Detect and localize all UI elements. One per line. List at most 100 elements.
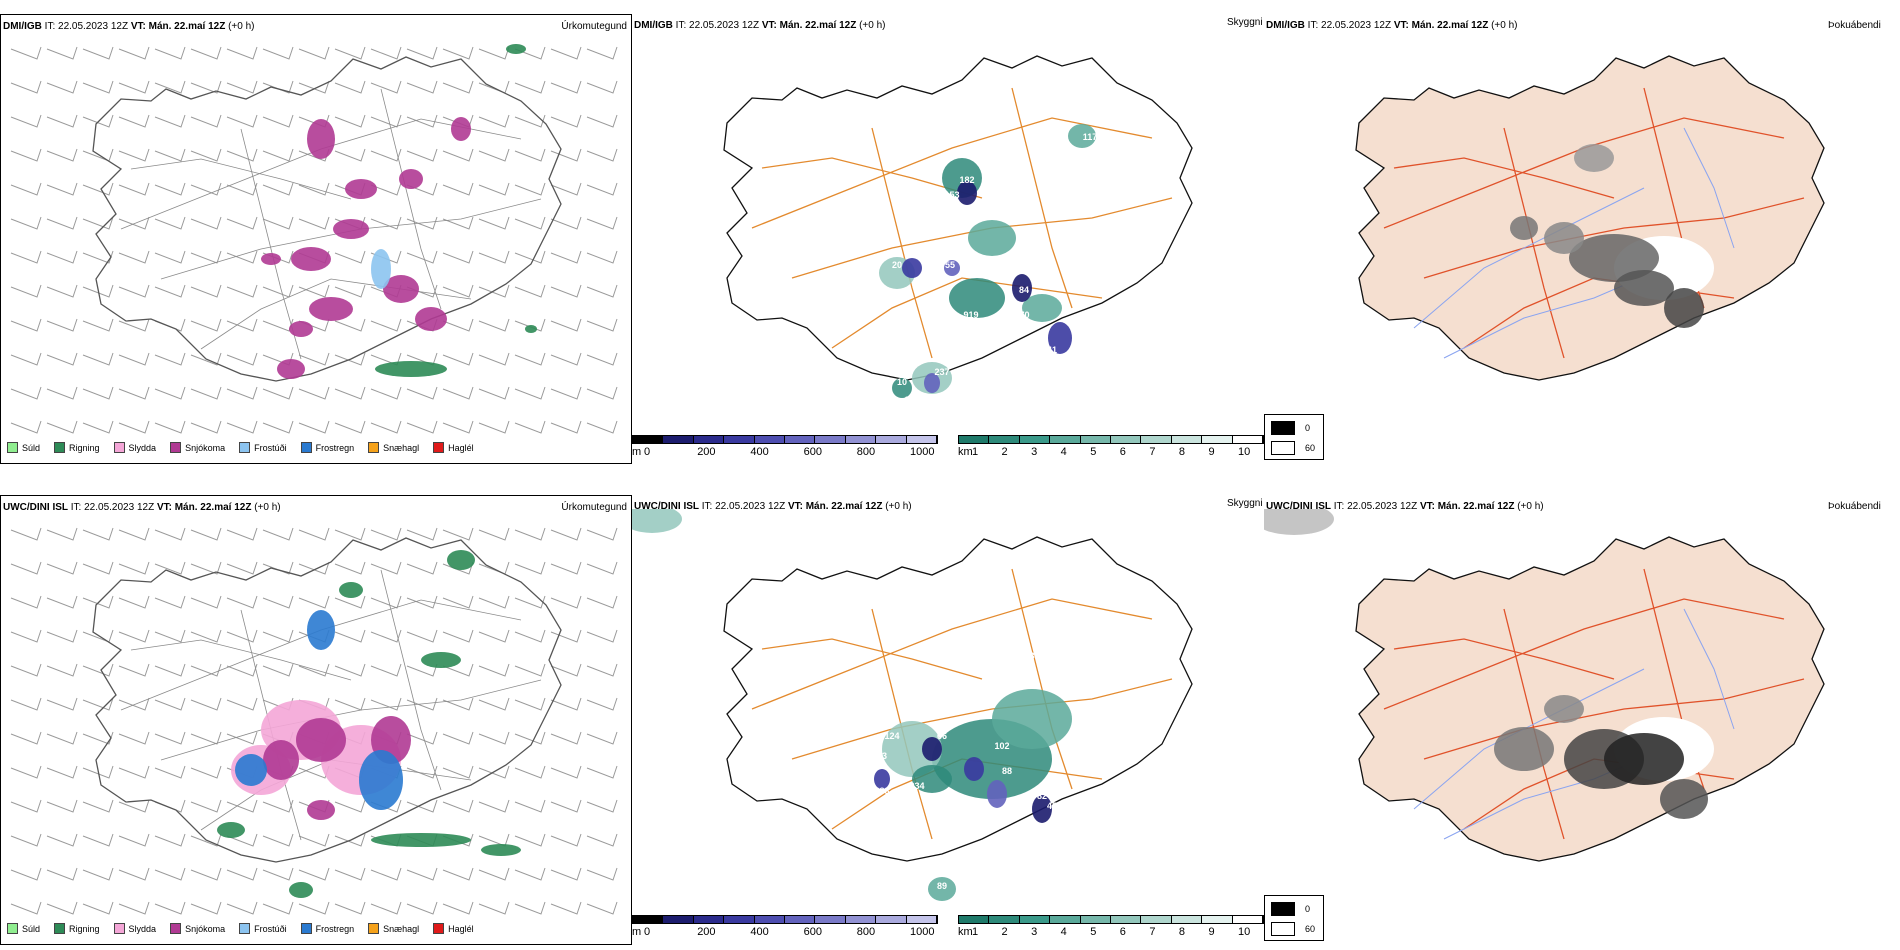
visibility-area	[928, 877, 956, 901]
legend-swatch	[433, 442, 445, 453]
wind-barb-icon	[298, 833, 330, 847]
wind-barb-icon	[406, 867, 438, 881]
legend-label: Súld	[22, 923, 41, 934]
wind-barb-icon	[262, 420, 294, 434]
wind-barb-icon	[82, 799, 114, 813]
fog-panel-dmi: DMI/IGB IT: 22.05.2023 12Z VT: Mán. 22.m…	[1264, 14, 1900, 464]
wind-barb-icon	[46, 80, 78, 94]
snow-area	[333, 219, 369, 239]
wind-barb-icon	[514, 352, 546, 366]
wind-barb-icon	[10, 318, 42, 332]
wind-barb-icon	[550, 182, 582, 196]
wind-barb-icon	[298, 80, 330, 94]
wind-barb-icon	[298, 216, 330, 230]
colorbar-tick-label: 600	[803, 926, 822, 938]
wind-barb-icon	[82, 182, 114, 196]
wind-barb-icon	[442, 182, 474, 196]
wind-barb-icon	[118, 148, 150, 162]
wind-barb-icon	[154, 46, 186, 60]
wind-barb-icon	[82, 629, 114, 643]
wind-barb-icon	[406, 901, 438, 915]
wind-barb-icon	[478, 697, 510, 711]
colorbar-unit: km	[958, 926, 973, 938]
legend-item: Frostregn	[300, 442, 354, 453]
river-line	[1683, 608, 1735, 730]
wind-barb-icon	[586, 867, 618, 881]
wind-barb-icon	[334, 799, 366, 813]
legend-item: Snæhagl	[368, 923, 419, 934]
wind-barb-icon	[82, 765, 114, 779]
wind-barb-icon	[82, 250, 114, 264]
fog-area	[1510, 216, 1538, 240]
wind-barb-icon	[262, 182, 294, 196]
wind-barb-icon	[478, 46, 510, 60]
freezing-rain-area	[359, 750, 403, 810]
snow-area	[383, 275, 419, 303]
fog-area	[1614, 270, 1674, 306]
wind-barb-icon	[514, 799, 546, 813]
wind-barb-icon	[190, 216, 222, 230]
wind-barb-icon	[478, 420, 510, 434]
wind-barb-icon	[190, 561, 222, 575]
fog-key-label: 60	[1304, 924, 1315, 934]
colorbar-segment	[724, 916, 755, 923]
fog-key-row: 0	[1271, 421, 1315, 435]
wind-barb-icon	[82, 80, 114, 94]
legend-item: Slydda	[113, 923, 156, 934]
wind-barb-icon	[550, 250, 582, 264]
wind-barb-icon	[514, 867, 546, 881]
wind-barb-icon	[478, 80, 510, 94]
wind-barb-icon	[226, 697, 258, 711]
snow-area	[307, 800, 335, 820]
wind-barb-icon	[226, 352, 258, 366]
wind-barb-icon	[226, 595, 258, 609]
visibility-area	[992, 689, 1072, 749]
wind-barb-icon	[46, 386, 78, 400]
visibility-area	[882, 721, 942, 777]
freezing-drizzle-area	[371, 249, 391, 289]
fog-area	[1664, 288, 1704, 328]
cloudbase-label: 117	[1083, 132, 1098, 142]
colorbar-tick-label: 7	[1149, 446, 1156, 458]
wind-barb-icon	[334, 833, 366, 847]
colorbar-tick-label: 7	[1149, 926, 1156, 938]
wind-barb-icon	[334, 901, 366, 915]
wind-barb-icon	[586, 216, 618, 230]
wind-barb-icon	[82, 46, 114, 60]
wind-barb-icon	[262, 386, 294, 400]
colorbar-segment	[959, 436, 990, 443]
rain-area	[447, 550, 475, 570]
precip-panel-uwc: UWC/DINI ISL IT: 22.05.2023 12Z VT: Mán.…	[0, 495, 632, 945]
wind-barb-icon	[442, 284, 474, 298]
legend-swatch	[368, 442, 380, 453]
wind-barb-icon	[82, 867, 114, 881]
wind-barb-icon	[190, 765, 222, 779]
wind-barb-icon	[190, 114, 222, 128]
wind-barb-icon	[226, 284, 258, 298]
wind-barb-icon	[190, 148, 222, 162]
road-line	[1393, 638, 1615, 680]
snow-area	[263, 740, 299, 780]
rain-area	[481, 844, 521, 856]
legend-item: Súld	[7, 442, 40, 453]
wind-barb-icon	[118, 595, 150, 609]
panel-variable-label: Úrkomutegund	[561, 21, 627, 32]
cloudbase-label: 153	[944, 190, 959, 200]
wind-barb-icon	[154, 901, 186, 915]
wind-barb-icon	[118, 867, 150, 881]
cloudbase-label: 235	[969, 210, 984, 220]
wind-barb-icon	[154, 352, 186, 366]
wind-barb-icon	[262, 114, 294, 128]
road-line	[160, 679, 542, 761]
wind-barb-icon	[10, 46, 42, 60]
wind-barb-icon	[298, 352, 330, 366]
colorbar-tick-label: 200	[697, 926, 716, 938]
road-line	[130, 158, 352, 200]
wind-barb-icon	[550, 595, 582, 609]
wind-barb-icon	[370, 663, 402, 677]
fog-area	[1544, 695, 1584, 723]
wind-barb-icon	[514, 833, 546, 847]
wind-barb-icon	[154, 731, 186, 745]
wind-barb-icon	[514, 284, 546, 298]
colorbar-segment	[1050, 436, 1081, 443]
